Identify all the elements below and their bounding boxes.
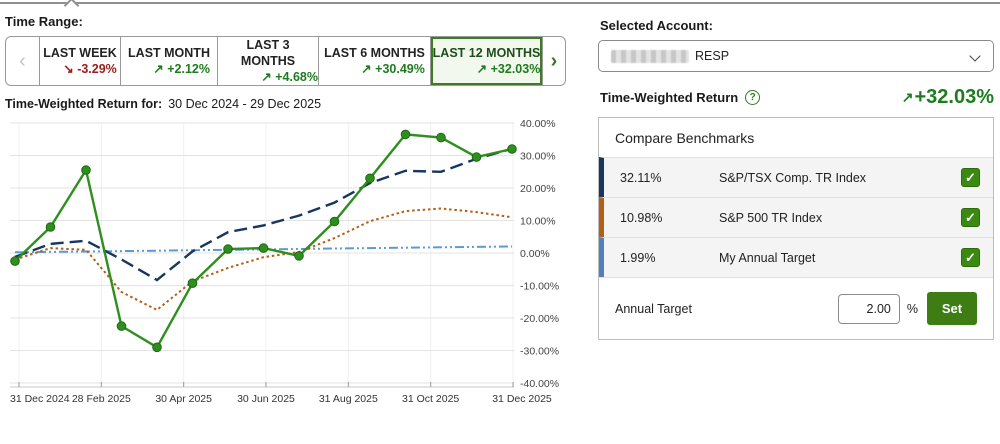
data-point-marker[interactable] bbox=[436, 132, 446, 143]
redacted-account-number bbox=[611, 49, 689, 63]
svg-text:40.00%: 40.00% bbox=[520, 118, 556, 130]
trend-up-icon: ↗ bbox=[361, 62, 372, 76]
tab-last-week[interactable]: LAST WEEK ↘ -3.29% bbox=[40, 37, 121, 85]
trend-down-icon: ↘ bbox=[63, 62, 74, 76]
benchmark-row-sp500: 10.98% S&P 500 TR Index ✓ bbox=[599, 197, 993, 237]
svg-text:30 Jun 2025: 30 Jun 2025 bbox=[237, 393, 295, 405]
trend-up-icon: ↗ bbox=[153, 62, 164, 76]
data-point-marker[interactable] bbox=[329, 216, 340, 227]
data-point-marker[interactable] bbox=[10, 256, 20, 266]
svg-text:10.00%: 10.00% bbox=[520, 216, 556, 228]
tab-last-month[interactable]: LAST MONTH ↗ +2.12% bbox=[121, 37, 218, 85]
chevron-down-icon bbox=[969, 50, 981, 62]
trend-up-icon: ↗ bbox=[261, 70, 272, 84]
tab-delta: ↘ -3.29% bbox=[63, 62, 117, 76]
chart-title-label: Time-Weighted Return for: bbox=[5, 97, 163, 111]
svg-text:30.00%: 30.00% bbox=[520, 151, 556, 163]
series-account-time-weighted-return bbox=[14, 133, 513, 349]
tab-delta: ↗ +2.12% bbox=[153, 62, 210, 76]
data-point-marker[interactable] bbox=[365, 173, 375, 184]
svg-text:-10.00%: -10.00% bbox=[520, 281, 559, 293]
data-point-marker[interactable] bbox=[152, 342, 162, 353]
benchmark-checkbox[interactable]: ✓ bbox=[961, 248, 980, 267]
twr-value: ↗ +32.03% bbox=[901, 86, 994, 108]
svg-text:0.00%: 0.00% bbox=[520, 248, 550, 260]
account-select[interactable]: RESP bbox=[598, 40, 994, 72]
benchmark-row-annual-target: 1.99% My Annual Target ✓ bbox=[599, 237, 993, 277]
compare-benchmarks-card: Compare Benchmarks 32.11% S&P/TSX Comp. … bbox=[598, 117, 994, 340]
benchmark-row-sptsx: 32.11% S&P/TSX Comp. TR Index ✓ bbox=[599, 157, 993, 197]
time-range-label: Time Range: bbox=[5, 14, 83, 29]
benchmark-name: S&P/TSX Comp. TR Index bbox=[719, 170, 867, 185]
svg-text:-40.00%: -40.00% bbox=[520, 378, 559, 390]
svg-text:28 Feb 2025: 28 Feb 2025 bbox=[72, 393, 131, 405]
chevron-left-icon: ‹ bbox=[19, 49, 26, 72]
data-point-marker[interactable] bbox=[45, 222, 56, 232]
series-s-p-500-tr-index bbox=[14, 207, 513, 312]
svg-text:-20.00%: -20.00% bbox=[520, 313, 559, 325]
data-point-marker[interactable] bbox=[471, 152, 482, 162]
tab-delta: ↗ +30.49% bbox=[361, 62, 425, 76]
compare-benchmarks-title: Compare Benchmarks bbox=[615, 130, 755, 146]
data-point-marker[interactable] bbox=[507, 144, 517, 154]
series-s-p-tsx-comp-tr-index bbox=[14, 147, 513, 282]
tab-last-6-months[interactable]: LAST 6 MONTHS ↗ +30.49% bbox=[319, 37, 431, 85]
check-icon: ✓ bbox=[965, 209, 976, 225]
data-point-marker[interactable] bbox=[187, 278, 198, 288]
set-button[interactable]: Set bbox=[927, 292, 977, 325]
svg-text:31 Aug 2025: 31 Aug 2025 bbox=[319, 393, 378, 405]
data-point-marker[interactable] bbox=[400, 129, 411, 140]
benchmark-name: My Annual Target bbox=[719, 250, 816, 265]
trend-up-icon: ↗ bbox=[476, 62, 488, 76]
twr-label: Time-Weighted Return bbox=[600, 90, 739, 105]
data-point-marker[interactable] bbox=[294, 251, 304, 261]
benchmark-checkbox[interactable]: ✓ bbox=[961, 208, 980, 227]
chevron-right-icon: › bbox=[550, 49, 558, 72]
selected-account-label: Selected Account: bbox=[600, 18, 713, 33]
tab-delta: ↗ +4.68% bbox=[261, 70, 318, 84]
benchmark-checkbox[interactable]: ✓ bbox=[961, 168, 980, 187]
percent-unit-label: % bbox=[906, 301, 918, 316]
svg-text:30 Apr 2025: 30 Apr 2025 bbox=[155, 393, 212, 405]
benchmark-value: 1.99% bbox=[620, 250, 656, 265]
svg-text:31 Dec 2024: 31 Dec 2024 bbox=[10, 393, 70, 405]
prev-range-button[interactable]: ‹ bbox=[6, 37, 40, 85]
twr-chart-svg: 40.00% 30.00% 20.00% 10.00% 0.00% -10.00% -20.… bbox=[10, 118, 559, 405]
tab-last-12-months[interactable]: LAST 12 MONTHS ↗ +32.03% bbox=[431, 37, 543, 85]
tab-delta: ↗ +32.03% bbox=[476, 62, 541, 76]
benchmark-name: S&P 500 TR Index bbox=[719, 210, 823, 225]
trend-up-icon: ↗ bbox=[901, 89, 914, 105]
check-icon: ✓ bbox=[965, 249, 976, 265]
svg-text:31 Dec 2025: 31 Dec 2025 bbox=[492, 393, 552, 405]
chart-title-range: 30 Dec 2024 - 29 Dec 2025 bbox=[168, 97, 322, 111]
benchmark-value: 10.98% bbox=[620, 210, 663, 225]
svg-text:31 Oct 2025: 31 Oct 2025 bbox=[402, 393, 459, 405]
annual-target-row: Annual Target % Set bbox=[599, 277, 993, 339]
benchmark-value: 32.11% bbox=[620, 170, 662, 185]
twr-summary-row: Time-Weighted Return ? ↗ +32.03% bbox=[600, 86, 994, 109]
tab-last-3-months[interactable]: LAST 3 MONTHS ↗ +4.68% bbox=[218, 37, 319, 85]
svg-text:20.00%: 20.00% bbox=[520, 183, 556, 195]
help-icon[interactable]: ? bbox=[745, 90, 761, 105]
check-icon: ✓ bbox=[965, 169, 976, 185]
account-type-text: RESP bbox=[695, 49, 730, 63]
top-tab-divider bbox=[0, 0, 1000, 14]
data-point-marker[interactable] bbox=[258, 243, 269, 253]
chart-title: Time-Weighted Return for: 30 Dec 2024 - 2… bbox=[5, 97, 321, 111]
data-point-marker[interactable] bbox=[223, 244, 233, 254]
next-range-button[interactable]: › bbox=[543, 37, 565, 85]
twr-line-chart: 40.00% 30.00% 20.00% 10.00% 0.00% -10.00% -20.… bbox=[2, 110, 564, 416]
annual-target-input[interactable] bbox=[837, 293, 900, 324]
svg-text:-30.00%: -30.00% bbox=[520, 346, 559, 358]
data-point-marker[interactable] bbox=[81, 165, 91, 175]
data-point-marker[interactable] bbox=[116, 321, 127, 331]
annual-target-label: Annual Target bbox=[615, 301, 692, 316]
time-range-tabbar: ‹ LAST WEEK ↘ -3.29% LAST MONTH ↗ +2.12% bbox=[5, 36, 566, 86]
active-top-tab-caret bbox=[63, 0, 80, 14]
